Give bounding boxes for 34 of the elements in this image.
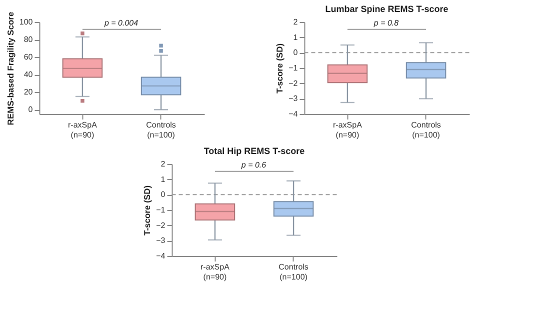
y-tick-label: −2 [288, 78, 298, 88]
x-tick-label: Controls (n=100) [278, 262, 308, 282]
y-tick-label: 20 [24, 88, 34, 97]
y-tick-label: −1 [156, 206, 166, 214]
y-tick-label: −1 [288, 64, 298, 72]
x-tick-label: Controls (n=100) [146, 120, 176, 140]
y-axis-title: T-score (SD) [142, 185, 152, 236]
y-axis-title: REMS-based Fragility Score [5, 12, 16, 126]
x-tick-label: r-axSpA (n=90) [333, 120, 363, 140]
y-tick-label: 80 [24, 35, 34, 44]
y-tick-label: −3 [156, 236, 166, 246]
annotation: p = 0.004 [103, 18, 139, 28]
y-tick-label: 0 [160, 190, 166, 200]
y-tick-label: 1 [160, 174, 166, 184]
chart-title: Total Hip REMS T-score [204, 146, 305, 156]
y-tick-label: 0 [28, 105, 34, 114]
y-tick-label: −4 [288, 110, 298, 118]
y-tick-label: 100 [19, 18, 34, 26]
y-tick-label: −2 [156, 220, 166, 230]
annotation: p = 0.8 [372, 18, 400, 28]
y-tick-label: −3 [288, 94, 298, 104]
y-tick-label: 2 [293, 18, 298, 26]
x-tick-label: r-axSpA (n=90) [68, 120, 98, 140]
y-axis-title: T-score (SD) [274, 43, 285, 94]
y-tick-label: 1 [293, 32, 298, 42]
annotation: p = 0.6 [240, 160, 267, 170]
y-tick-label: −4 [156, 252, 166, 260]
y-tick-label: 40 [24, 70, 34, 80]
x-tick-label: Controls (n=100) [411, 120, 441, 140]
x-tick-label: r-axSpA (n=90) [200, 262, 230, 282]
y-tick-label: 60 [24, 52, 34, 62]
y-tick-label: 2 [160, 160, 166, 168]
y-tick-label: 0 [293, 48, 298, 58]
chart-title: Lumbar Spine REMS T-score [325, 4, 448, 14]
